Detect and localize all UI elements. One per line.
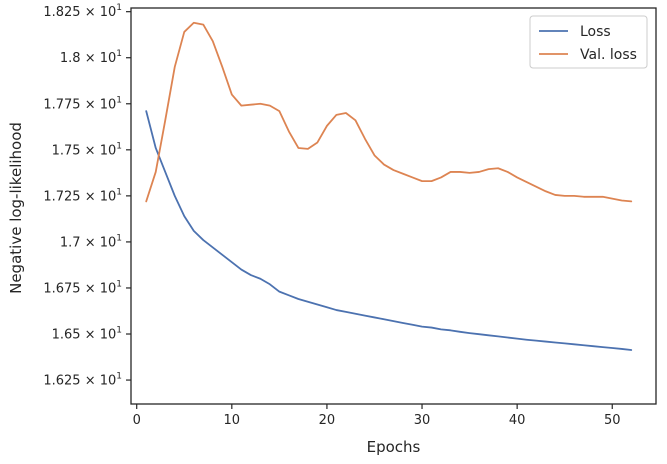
legend: Loss Val. loss [529, 15, 648, 69]
y-tick-label: 1.625 × 101 [43, 372, 122, 389]
series-line-val-loss [145, 21, 633, 203]
y-tick-label: 1.8 × 101 [60, 49, 122, 66]
y-tick-label: 1.825 × 101 [43, 3, 122, 20]
y-tick-label: 1.75 × 101 [52, 141, 122, 158]
x-tick-label: 20 [319, 413, 336, 428]
y-tick-label: 1.775 × 101 [43, 95, 122, 112]
legend-label-val-loss: Val. loss [580, 47, 637, 63]
ticks-layer: 0 10 20 30 40 50 1.625 × 101 1.65 × 101 1.675 × … [43, 3, 620, 428]
lines-layer [145, 21, 633, 351]
x-tick-label: 0 [133, 413, 141, 428]
x-tick-label: 30 [414, 413, 431, 428]
plot-frame [130, 7, 657, 405]
y-tick-label: 1.675 × 101 [43, 279, 122, 296]
legend-box [529, 15, 648, 69]
series-line-loss [145, 110, 633, 351]
y-tick-label: 1.725 × 101 [43, 187, 122, 204]
x-axis-label: Epochs [367, 438, 421, 456]
x-tick-label: 10 [224, 413, 241, 428]
legend-label-loss: Loss [580, 24, 611, 40]
y-tick-label: 1.7 × 101 [60, 233, 122, 250]
y-tick-label: 1.65 × 101 [52, 326, 122, 343]
y-axis-label: Negative log-likelihood [7, 122, 25, 294]
x-tick-label: 50 [604, 413, 621, 428]
x-tick-label: 40 [509, 413, 526, 428]
